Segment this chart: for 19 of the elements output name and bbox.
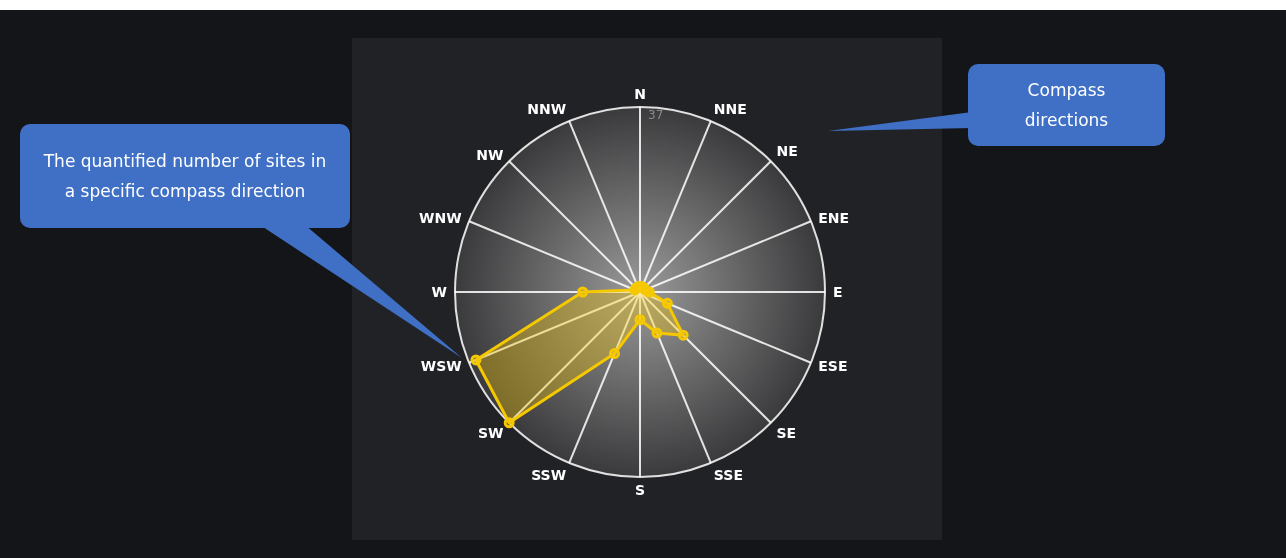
- spoke-label: NNW: [527, 100, 567, 117]
- spoke-label: WSW: [420, 357, 462, 374]
- text: The quantified number of sites in a specific compass direction: [42, 150, 328, 203]
- spoke-label: SSW: [531, 467, 567, 484]
- spoke-label: ESE: [818, 357, 848, 374]
- spoke-label: ENE: [818, 210, 850, 227]
- spoke-label: W: [431, 283, 447, 300]
- spoke-label: NE: [776, 142, 798, 159]
- text: Compass directions: [1023, 79, 1110, 132]
- spoke-label: E: [833, 283, 843, 300]
- spoke-label: SSE: [713, 467, 743, 484]
- spoke-label: WNW: [419, 210, 462, 227]
- spoke-label: N: [634, 86, 646, 102]
- spoke-label: S: [634, 481, 646, 498]
- text: 37: [648, 108, 664, 122]
- spoke-label: NW: [476, 147, 504, 164]
- spoke-label: SW: [478, 425, 504, 442]
- spoke-label: SE: [776, 425, 797, 442]
- spoke-label: NNE: [713, 100, 747, 117]
